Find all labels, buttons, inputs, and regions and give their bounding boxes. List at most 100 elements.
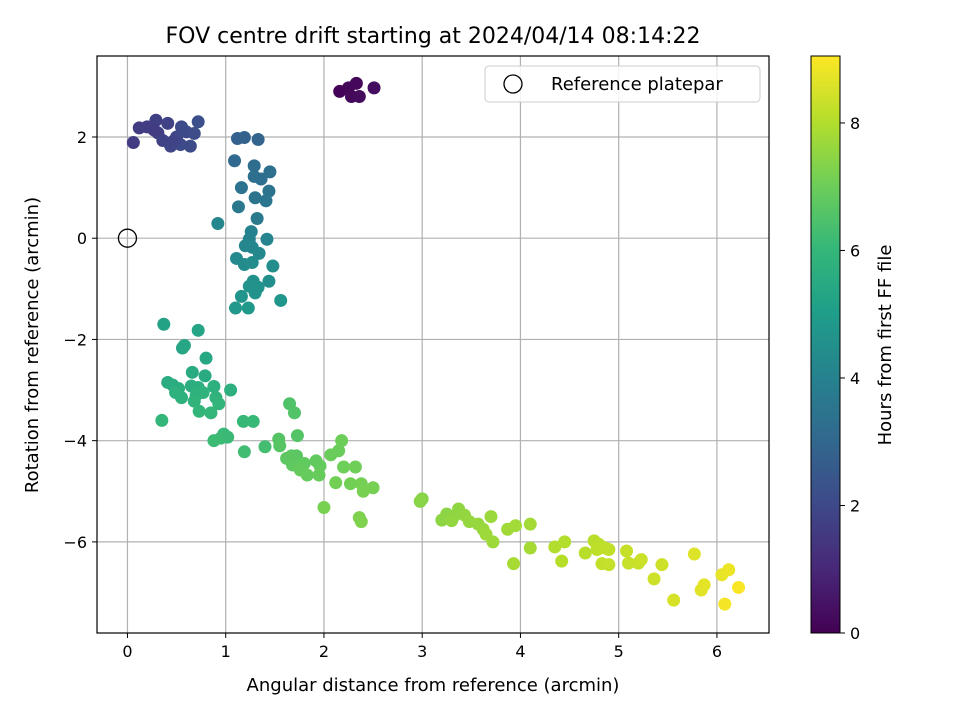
- data-point-118: [413, 494, 427, 508]
- data-point-46: [245, 256, 259, 270]
- data-point-63: [198, 369, 212, 383]
- data-point-88: [258, 440, 272, 454]
- reference-platepar-marker: [117, 228, 138, 248]
- data-point-133: [523, 517, 537, 531]
- data-point-79: [204, 406, 218, 420]
- data-point-52: [248, 286, 262, 300]
- data-point-87: [237, 445, 251, 459]
- data-point-91: [290, 429, 304, 443]
- data-point-136: [548, 540, 562, 554]
- data-point-151: [647, 572, 661, 586]
- data-point-86: [207, 434, 221, 448]
- data-point-81: [236, 414, 250, 428]
- data-point-27: [247, 159, 261, 173]
- data-point-36: [250, 211, 264, 225]
- data-point-70: [224, 383, 238, 397]
- colorbar: [810, 55, 841, 634]
- data-point-114: [317, 500, 331, 514]
- plot-frame: [96, 55, 770, 634]
- y-tick-label-1: −4: [63, 432, 87, 451]
- data-point-107: [337, 460, 351, 474]
- data-point-112: [366, 481, 380, 495]
- x-axis-label: Angular distance from reference (arcmin): [247, 675, 620, 696]
- data-point-153: [667, 593, 681, 607]
- data-point-4: [352, 89, 366, 103]
- data-point-47: [266, 259, 280, 273]
- x-tick-label-1: 1: [221, 642, 231, 661]
- data-point-159: [718, 597, 732, 611]
- data-point-53: [234, 289, 248, 303]
- data-point-56: [241, 301, 255, 315]
- data-point-34: [259, 194, 273, 208]
- data-point-5: [367, 81, 381, 95]
- data-point-19: [187, 126, 201, 140]
- data-point-20: [191, 115, 205, 129]
- data-point-90: [287, 406, 301, 420]
- data-point-154: [687, 547, 701, 561]
- data-point-144: [602, 542, 616, 556]
- colorbar-tick-label-2: 4: [850, 369, 860, 388]
- data-point-108: [348, 460, 362, 474]
- data-point-40: [260, 232, 274, 246]
- data-point-72: [174, 391, 188, 405]
- data-point-135: [507, 557, 521, 571]
- data-point-21: [147, 123, 161, 137]
- data-point-130: [486, 535, 500, 549]
- data-point-128: [484, 510, 498, 524]
- data-point-12: [161, 116, 175, 130]
- data-point-24: [237, 130, 251, 144]
- legend-marker-circle: [503, 74, 523, 94]
- x-tick-label-2: 2: [319, 642, 329, 661]
- data-point-78: [192, 404, 206, 418]
- x-tick-label-3: 3: [417, 642, 427, 661]
- data-point-137: [558, 535, 572, 549]
- reference-layer: [117, 228, 138, 248]
- data-point-120: [435, 513, 449, 527]
- data-point-55: [229, 301, 243, 315]
- data-point-139: [578, 546, 592, 560]
- data-point-76: [187, 394, 201, 408]
- colorbar-tick-label-1: 2: [850, 496, 860, 515]
- data-point-80: [155, 413, 169, 427]
- data-point-29: [263, 165, 277, 179]
- data-point-134: [523, 541, 537, 555]
- x-tick-label-0: 0: [122, 642, 132, 661]
- data-point-60: [175, 341, 189, 355]
- colorbar-ticks: 0 2 4 6 8: [840, 114, 860, 643]
- data-point-150: [634, 553, 648, 567]
- data-point-123: [445, 514, 459, 528]
- data-point-69: [207, 380, 221, 394]
- x-tick-label-6: 6: [712, 642, 722, 661]
- data-point-82: [246, 414, 260, 428]
- legend-box: [484, 65, 761, 103]
- y-tick-label-3: 0: [77, 229, 87, 248]
- legend: Reference platepar: [484, 65, 761, 103]
- data-point-146: [602, 558, 616, 572]
- data-point-156: [697, 578, 711, 592]
- y-axis-ticks: −6 −4 −2 0 2: [63, 128, 97, 552]
- data-point-43: [252, 246, 266, 260]
- data-point-106: [335, 434, 349, 448]
- data-point-116: [354, 515, 368, 529]
- data-point-35: [231, 200, 245, 214]
- chart-title: FOV centre drift starting at 2024/04/14 …: [166, 24, 701, 49]
- y-tick-label-4: 2: [77, 128, 87, 147]
- data-point-54: [274, 293, 288, 307]
- data-point-113: [356, 484, 370, 498]
- data-point-93: [273, 439, 287, 453]
- legend-label: Reference platepar: [551, 74, 723, 95]
- data-point-30: [247, 169, 261, 183]
- data-point-48: [262, 274, 276, 288]
- colorbar-label: Hours from first FF file: [875, 245, 896, 446]
- data-point-110: [343, 477, 357, 491]
- y-tick-label-2: −2: [63, 330, 87, 349]
- x-tick-label-5: 5: [614, 642, 624, 661]
- data-point-37: [211, 217, 225, 231]
- y-axis-label: Rotation from reference (arcmin): [22, 197, 43, 493]
- colorbar-tick-label-0: 0: [850, 624, 860, 643]
- data-point-61: [199, 351, 213, 365]
- data-point-158: [722, 563, 736, 577]
- data-point-77: [212, 397, 226, 411]
- data-point-103: [312, 468, 326, 482]
- data-point-102: [300, 468, 314, 482]
